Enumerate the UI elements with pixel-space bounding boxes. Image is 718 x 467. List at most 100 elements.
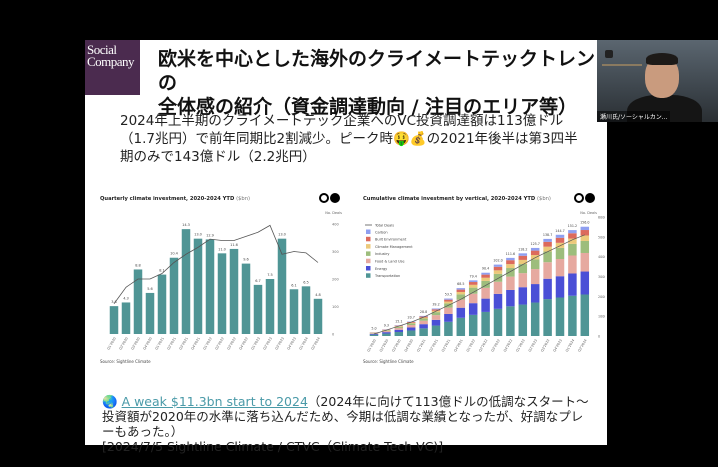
x-tick-label: Q3'2022 bbox=[226, 337, 236, 351]
stacked-segment-food-land-use bbox=[530, 269, 540, 285]
stacked-segment-carbon bbox=[493, 264, 503, 267]
stacked-segment-climate-management bbox=[543, 246, 552, 252]
bar-value-label: 11.6 bbox=[230, 243, 238, 247]
right-axis-tick: 0 bbox=[598, 335, 600, 339]
right-axis-tick: 400 bbox=[332, 223, 339, 227]
cumulative-chart-svg: Cumulative climate investment by vertica… bbox=[363, 193, 605, 364]
x-tick-label: Q4'2023 bbox=[286, 337, 296, 351]
stacked-segment-climate-management bbox=[506, 264, 515, 269]
stacked-segment-climate-management bbox=[406, 322, 416, 324]
stacked-segment-transportation bbox=[506, 306, 515, 336]
stacked-segment-food-land-use bbox=[543, 262, 552, 279]
stacked-segment-carbon bbox=[444, 298, 453, 300]
chart-source: Source: Sightline Climate bbox=[363, 359, 414, 364]
chart-title: Quarterly climate investment, 2020-2024 … bbox=[100, 196, 250, 202]
stacked-segment-carbon bbox=[431, 308, 441, 310]
stacked-segment-energy bbox=[382, 332, 391, 334]
stacked-segment-energy bbox=[493, 293, 503, 309]
x-tick-label: Q1'2020 bbox=[366, 339, 376, 353]
stacked-segment-industry bbox=[518, 264, 528, 274]
stacked-segment-built-environment bbox=[468, 282, 478, 285]
stacked-segment-carbon bbox=[530, 247, 540, 251]
stacked-segment-industry bbox=[481, 280, 490, 288]
stacked-segment-carbon bbox=[555, 234, 565, 238]
bar-total-label: 39.2 bbox=[432, 302, 439, 306]
bar bbox=[313, 298, 323, 334]
bar-value-label: 7.5 bbox=[267, 273, 273, 277]
bar-value-label: 9.6 bbox=[243, 258, 249, 262]
stacked-segment-built-environment bbox=[518, 255, 528, 260]
bar-total-label: 144.7 bbox=[555, 229, 564, 233]
stacked-segment-food-land-use bbox=[382, 331, 391, 333]
stacked-segment-climate-management bbox=[530, 255, 540, 260]
brand-dot-icon bbox=[330, 193, 340, 203]
x-tick-label: Q3'2022 bbox=[490, 339, 500, 353]
bar bbox=[205, 239, 215, 334]
footnote-text: （2024年に向けて113億ドルの低調なスタート～投資額が2020年の水準に落ち… bbox=[102, 394, 589, 439]
stacked-segment-energy bbox=[431, 319, 441, 326]
stacked-segment-food-land-use bbox=[444, 307, 453, 314]
stacked-segment-energy bbox=[506, 289, 515, 307]
stacked-segment-transportation bbox=[382, 333, 391, 336]
stacked-segment-transportation bbox=[406, 330, 416, 336]
x-tick-label: Q2'2023 bbox=[528, 339, 538, 353]
bar-total-label: 125.7 bbox=[530, 242, 539, 246]
bar-value-label: 3.8 bbox=[111, 300, 117, 304]
slide-title: 欧米を中心とした海外のクライメートテックトレンドの 全体感の紹介（資金調達動向 … bbox=[158, 48, 615, 118]
deals-line bbox=[113, 224, 319, 304]
stacked-segment-climate-management bbox=[580, 235, 590, 241]
bar bbox=[217, 253, 227, 334]
bar-value-label: 4.3 bbox=[123, 296, 129, 300]
legend-label: Transportation bbox=[374, 274, 400, 278]
stacked-segment-energy bbox=[369, 333, 379, 335]
stacked-segment-climate-management bbox=[419, 317, 428, 319]
quarterly-chart-svg: Quarterly climate investment, 2020-2024 … bbox=[100, 193, 342, 364]
x-tick-label: Q3'2021 bbox=[178, 337, 188, 351]
stacked-segment-transportation bbox=[530, 302, 540, 336]
bar bbox=[253, 284, 263, 334]
x-tick-label: Q1'2023 bbox=[250, 337, 260, 351]
globe-icon: 🌏 bbox=[102, 394, 118, 409]
x-tick-label: Q1'2024 bbox=[298, 337, 308, 351]
article-link[interactable]: A weak $11.3bn start to 2024 bbox=[121, 394, 308, 409]
x-tick-label: Q1'2024 bbox=[565, 339, 575, 353]
stacked-segment-industry bbox=[568, 243, 577, 256]
bar-total-label: 20.7 bbox=[408, 316, 415, 320]
legend-swatch bbox=[366, 258, 371, 264]
bar bbox=[133, 269, 143, 334]
x-tick-label: Q3'2020 bbox=[391, 339, 401, 353]
bar-total-label: 102.0 bbox=[493, 259, 502, 263]
stacked-segment-energy bbox=[555, 276, 565, 298]
x-tick-label: Q3'2023 bbox=[540, 339, 550, 353]
stacked-segment-food-land-use bbox=[431, 315, 441, 320]
quarterly-investment-chart: Quarterly climate investment, 2020-2024 … bbox=[92, 185, 350, 373]
legend-swatch bbox=[366, 244, 371, 249]
legend-label: Food & Land Use bbox=[375, 260, 405, 264]
x-tick-label: Q4'2020 bbox=[142, 337, 152, 351]
stacked-segment-food-land-use bbox=[406, 325, 416, 328]
x-tick-label: Q3'2020 bbox=[130, 337, 140, 351]
stacked-segment-energy bbox=[530, 284, 540, 303]
right-axis-tick: 300 bbox=[332, 250, 339, 254]
stacked-segment-industry bbox=[543, 251, 552, 263]
x-tick-label: Q2'2023 bbox=[262, 337, 272, 351]
legend-swatch bbox=[366, 251, 371, 256]
bar-value-label: 11.0 bbox=[218, 247, 226, 251]
stacked-segment-transportation bbox=[481, 311, 490, 336]
participant-hair bbox=[646, 53, 678, 65]
legend-label: Industry bbox=[375, 252, 389, 256]
stacked-segment-built-environment bbox=[568, 233, 577, 239]
participant-video-tile[interactable]: 瀬川氏/ソーシャルカン... bbox=[597, 40, 718, 122]
stacked-segment-built-environment bbox=[543, 241, 552, 247]
stacked-segment-industry bbox=[530, 259, 540, 270]
stacked-segment-built-environment bbox=[444, 299, 453, 302]
bar bbox=[289, 289, 299, 334]
stacked-segment-energy bbox=[580, 271, 590, 295]
x-tick-label: Q1'2020 bbox=[106, 337, 116, 351]
stacked-segment-built-environment bbox=[493, 266, 503, 271]
stacked-segment-energy bbox=[518, 287, 528, 305]
bar-total-label: 15.1 bbox=[395, 319, 402, 323]
x-tick-label: Q2'2020 bbox=[118, 337, 128, 351]
footnote: 🌏 A weak $11.3bn start to 2024（2024年に向けて… bbox=[102, 394, 592, 454]
stacked-segment-built-environment bbox=[555, 237, 565, 243]
